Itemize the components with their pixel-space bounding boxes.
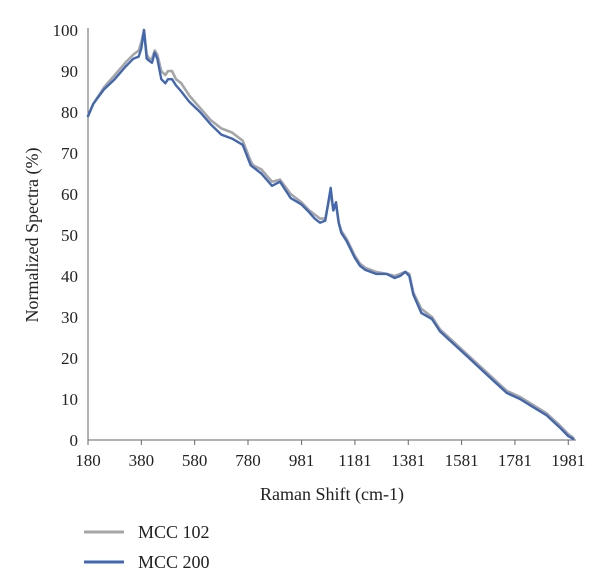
- y-tick-label: 60: [61, 185, 78, 204]
- chart-legend: MCC 102 MCC 200: [84, 522, 210, 572]
- x-tick-label: 1781: [498, 451, 532, 470]
- series-layer: [86, 28, 575, 440]
- x-tick-label: 380: [129, 451, 155, 470]
- y-axis-ticks: 0 10 20 30 40 50 60 70 80 90 100: [53, 21, 79, 450]
- y-tick-label: 50: [61, 226, 78, 245]
- y-tick-label: 70: [61, 144, 78, 163]
- y-tick-label: 100: [53, 21, 79, 40]
- y-axis-title: Normalized Spectra (%): [22, 148, 43, 323]
- y-tick-label: 90: [61, 62, 78, 81]
- legend-label: MCC 102: [138, 522, 210, 542]
- series-line-mcc-200: [86, 28, 575, 440]
- y-tick-label: 0: [70, 431, 79, 450]
- chart-axes: [87, 28, 576, 441]
- x-axis-ticks: 180 380 580 780 981 1181 1381 1581 1781 1981: [75, 440, 585, 470]
- legend-label: MCC 200: [138, 552, 210, 572]
- x-tick-label: 1981: [551, 451, 585, 470]
- y-tick-label: 20: [61, 349, 78, 368]
- series-line-mcc-102: [86, 28, 575, 440]
- y-tick-label: 40: [61, 267, 78, 286]
- y-tick-label: 10: [61, 390, 78, 409]
- x-tick-label: 580: [182, 451, 208, 470]
- x-tick-label: 180: [75, 451, 101, 470]
- x-tick-label: 780: [235, 451, 261, 470]
- x-tick-label: 1181: [338, 451, 371, 470]
- x-tick-label: 981: [289, 451, 315, 470]
- x-tick-label: 1581: [445, 451, 479, 470]
- x-tick-label: 1381: [391, 451, 425, 470]
- y-tick-label: 80: [61, 103, 78, 122]
- y-tick-label: 30: [61, 308, 78, 327]
- x-axis-title: Raman Shift (cm-1): [260, 484, 404, 505]
